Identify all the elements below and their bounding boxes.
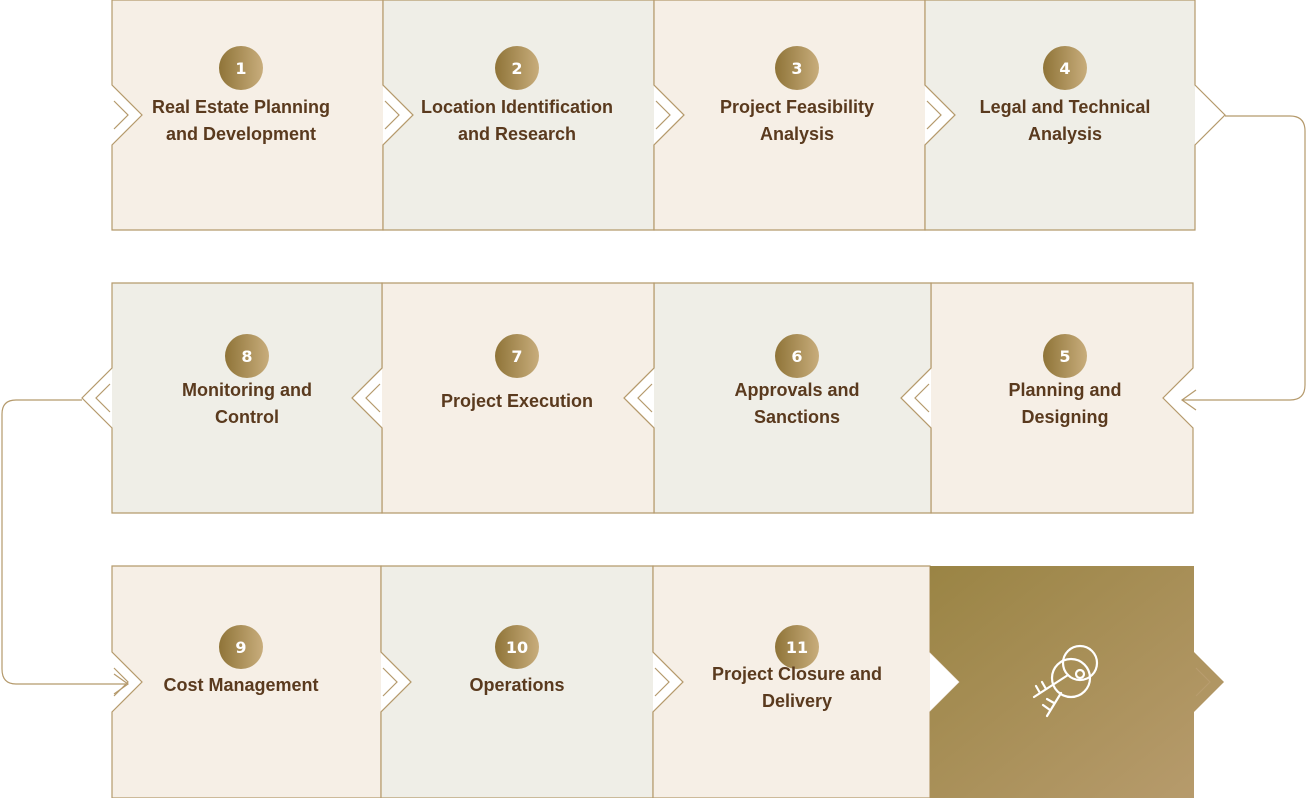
- step-number-badge: [495, 625, 539, 669]
- step-number: 3: [791, 59, 802, 78]
- step-number-badge: [775, 334, 819, 378]
- step-number-badge: [1043, 46, 1087, 90]
- step-number: 6: [791, 347, 802, 366]
- chevron-icon: [914, 383, 930, 413]
- row2-to-row3-connector: [1, 399, 126, 685]
- step-label-line: Legal and Technical: [980, 97, 1151, 117]
- step-number-badge: [219, 46, 263, 90]
- row-connectors: [1, 115, 1306, 695]
- chevron-icon: [382, 667, 398, 697]
- step-number-badge: [775, 46, 819, 90]
- step-label-line: Cost Management: [163, 675, 318, 695]
- process-step-7: 7 Project Execution: [351, 282, 655, 514]
- step-label-line: Planning and: [1008, 380, 1121, 400]
- step-cell-background: [653, 566, 930, 798]
- step-cells: 1 Real Estate Planning and Development 2 Loc…: [81, 0, 1226, 798]
- process-step-4: 4 Legal and Technical Analysis: [924, 0, 1226, 231]
- step-label-line: Real Estate Planning: [152, 97, 330, 117]
- step-label-line: Approvals and: [734, 380, 859, 400]
- step-label-line: and Development: [166, 124, 316, 144]
- step-label-line: Designing: [1021, 407, 1108, 427]
- keys-icon: [1032, 644, 1099, 718]
- process-step-11: 11 Project Closure and Delivery: [652, 565, 961, 798]
- step-number: 10: [506, 638, 528, 657]
- chevron-icon: [384, 100, 400, 130]
- step-label-line: and Research: [458, 124, 576, 144]
- step-cell-background: [382, 283, 654, 513]
- chevron-icon: [637, 383, 653, 413]
- arrow-head-icon: [1180, 389, 1197, 411]
- step-cell-background: [381, 566, 653, 798]
- chevron-icon: [95, 383, 111, 413]
- step-label-line: Analysis: [1028, 124, 1102, 144]
- step-cell-background: [112, 283, 382, 513]
- step-label-line: Analysis: [760, 124, 834, 144]
- step-number: 9: [235, 638, 246, 657]
- step-number-badge: [1043, 334, 1087, 378]
- arrow-head-icon: [113, 673, 130, 695]
- step-cell-background: [654, 283, 931, 513]
- step-label-line: Project Feasibility: [720, 97, 874, 117]
- chevron-icon: [113, 100, 129, 130]
- step-cell-outline: [924, 0, 1226, 231]
- step-cell-background: [654, 0, 925, 230]
- chevron-icon: [365, 383, 381, 413]
- step-label-line: Operations: [469, 675, 564, 695]
- row1-to-row2-connector: [1182, 115, 1306, 401]
- process-step-5: 5 Planning and Designing: [900, 282, 1194, 514]
- final-cell-background: [930, 566, 1224, 798]
- step-number-badge: [495, 46, 539, 90]
- step-number: 7: [511, 347, 522, 366]
- step-number-badge: [225, 334, 269, 378]
- final-cell: [930, 566, 1224, 798]
- step-label-line: Sanctions: [754, 407, 840, 427]
- step-label-line: Monitoring and: [182, 380, 312, 400]
- step-cell-outline: [81, 282, 383, 514]
- chevron-icon: [926, 100, 942, 130]
- step-number-badge: [219, 625, 263, 669]
- step-number: 1: [235, 59, 246, 78]
- chevron-icon: [654, 667, 670, 697]
- step-number-badge: [495, 334, 539, 378]
- process-step-6: 6 Approvals and Sanctions: [623, 282, 932, 514]
- step-number-badge: [775, 625, 819, 669]
- step-number: 11: [786, 638, 808, 657]
- step-cell-background: [931, 283, 1193, 513]
- step-number: 2: [511, 59, 522, 78]
- process-step-10: 10 Operations: [380, 565, 684, 798]
- process-step-8: 8 Monitoring and Control: [81, 282, 383, 514]
- chevron-icon: [655, 100, 671, 130]
- step-cell-background: [925, 0, 1195, 230]
- step-cell-background: [383, 0, 654, 230]
- process-step-1: 1 Real Estate Planning and Development: [111, 0, 414, 231]
- step-cell-background: [112, 0, 383, 230]
- step-label-line: Project Closure and: [712, 664, 882, 684]
- chevron-icon: [1195, 667, 1211, 697]
- step-label-line: Project Execution: [441, 391, 593, 411]
- step-label-line: Location Identification: [421, 97, 613, 117]
- step-number: 8: [241, 347, 252, 366]
- process-step-3: 3 Project Feasibility Analysis: [653, 0, 956, 231]
- step-label-line: Control: [215, 407, 279, 427]
- step-label-line: Delivery: [762, 691, 832, 711]
- step-cell-background: [112, 566, 381, 798]
- step-number: 5: [1059, 347, 1070, 366]
- process-step-9: 9 Cost Management: [111, 565, 412, 798]
- process-step-2: 2 Location Identification and Research: [382, 0, 685, 231]
- step-number: 4: [1059, 59, 1070, 78]
